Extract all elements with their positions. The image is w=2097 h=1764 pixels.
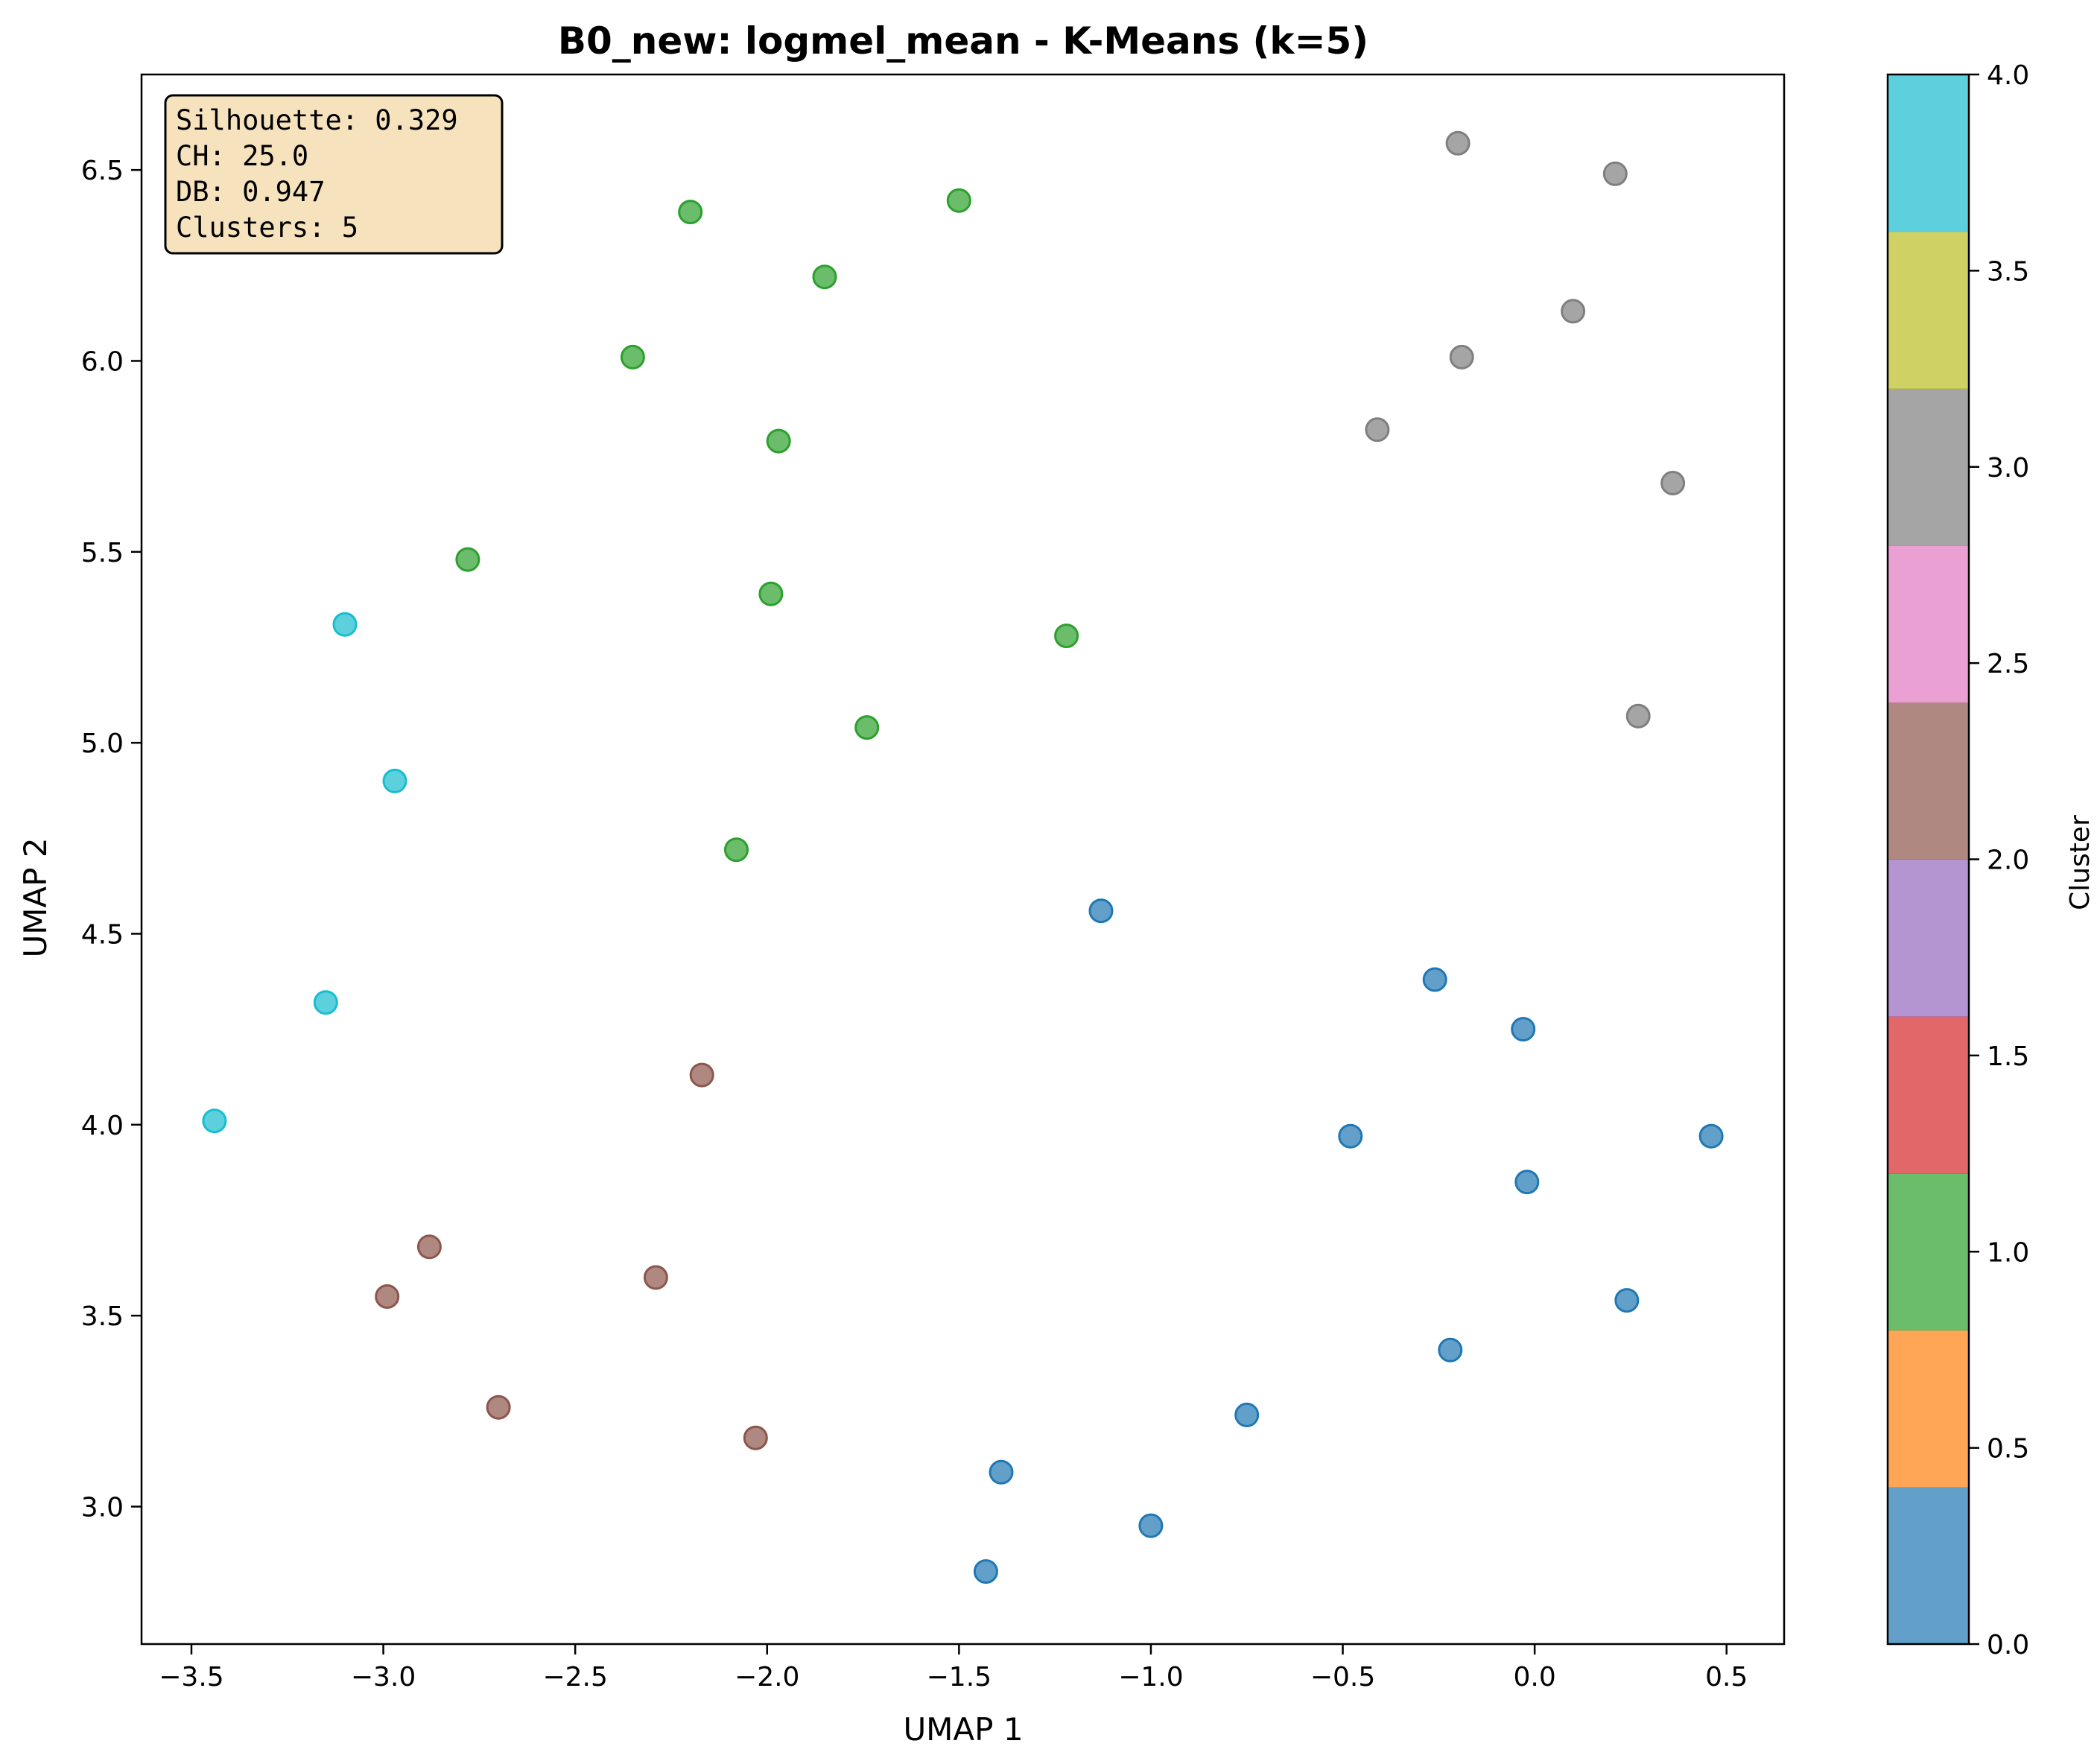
data-point	[1422, 967, 1447, 992]
data-point	[1449, 344, 1474, 369]
x-tick-label: −1.5	[927, 1662, 992, 1692]
data-point	[678, 200, 703, 225]
data-point	[1138, 1513, 1164, 1538]
colorbar-segment	[1888, 1173, 1969, 1331]
stats-box-background	[164, 94, 504, 255]
colorbar-tick-label: 1.5	[1987, 1041, 2029, 1072]
data-point	[486, 1395, 511, 1420]
data-point	[973, 1559, 998, 1584]
chart-title: B0_new: logmel_mean - K-Means (k=5)	[558, 19, 1368, 63]
data-point	[724, 837, 749, 863]
colorbar-tick-label: 0.5	[1987, 1434, 2029, 1465]
data-point	[766, 428, 791, 454]
x-tick-label: −1.0	[1118, 1662, 1183, 1692]
data-points	[202, 130, 1724, 1584]
data-point	[758, 581, 784, 606]
y-tick-label: 4.5	[81, 919, 124, 950]
data-point	[643, 1265, 668, 1290]
colorbar-tick-label: 3.5	[1987, 256, 2029, 287]
data-point	[332, 612, 358, 637]
y-tick-label: 3.5	[81, 1301, 124, 1332]
x-axis-label: UMAP 1	[903, 1711, 1023, 1748]
x-tick-label: 0.0	[1513, 1662, 1555, 1692]
x-tick-label: −3.5	[159, 1662, 223, 1692]
data-point	[1088, 898, 1114, 924]
y-tick-label: 6.0	[81, 346, 124, 377]
y-axis: 3.0 3.5 4.0 4.5 5.0 5.5 6.0 6.5	[81, 156, 142, 1523]
colorbar-segment	[1888, 545, 1969, 703]
data-point	[1698, 1123, 1724, 1149]
colorbar-tick-label: 1.0	[1987, 1237, 2029, 1268]
data-point	[1054, 624, 1079, 649]
data-point	[1561, 299, 1586, 324]
colorbar-segment	[1888, 859, 1969, 1017]
data-point	[743, 1425, 768, 1450]
y-tick-label: 5.5	[81, 538, 124, 568]
colorbar-segment	[1888, 1016, 1969, 1174]
y-tick-label: 3.0	[81, 1492, 124, 1523]
x-tick-label: −3.0	[351, 1662, 416, 1692]
colorbar-label: Cluster	[2065, 815, 2096, 910]
data-point	[989, 1459, 1014, 1485]
data-point	[382, 768, 407, 793]
plot-area	[140, 73, 1786, 1646]
data-point	[1338, 1123, 1363, 1149]
data-point	[946, 188, 971, 213]
stats-ch: CH: 25.0	[176, 140, 308, 172]
data-point	[1511, 1017, 1536, 1042]
data-point	[620, 344, 645, 369]
data-point	[854, 715, 880, 740]
y-axis-label: UMAP 2	[17, 837, 54, 957]
x-tick-label: 0.5	[1705, 1662, 1748, 1692]
x-axis: −3.5 −3.0 −2.5 −2.0 −1.5 −1.0 −0.5 0.0 0.5	[159, 1644, 1748, 1692]
colorbar: 0.0 0.5 1.0 1.5 2.0 2.5 3.0 3.5 4.0	[1886, 60, 2029, 1660]
data-point	[1660, 471, 1686, 495]
data-point	[202, 1108, 227, 1134]
plot-frame	[140, 73, 1786, 1646]
colorbar-segment	[1888, 74, 1969, 232]
data-point	[1365, 417, 1390, 442]
x-tick-label: −2.0	[735, 1662, 799, 1692]
plot-background	[142, 74, 1784, 1644]
data-point	[1445, 130, 1471, 156]
data-point	[1438, 1337, 1463, 1362]
colorbar-tick-label: 2.0	[1987, 845, 2029, 876]
data-point	[375, 1284, 400, 1309]
stats-box: Silhouette: 0.329 CH: 25.0 DB: 0.947 Clu…	[164, 94, 504, 255]
y-tick-label: 6.5	[81, 156, 124, 186]
stats-silhouette: Silhouette: 0.329	[176, 104, 458, 136]
y-tick-label: 4.0	[81, 1111, 124, 1141]
data-point	[416, 1234, 442, 1260]
x-tick-label: −0.5	[1310, 1662, 1375, 1692]
data-point	[812, 264, 837, 290]
data-point	[313, 990, 338, 1015]
colorbar-segment	[1888, 1487, 1969, 1645]
data-point	[1234, 1402, 1260, 1427]
colorbar-segment	[1888, 702, 1969, 860]
stats-clusters: Clusters: 5	[176, 212, 358, 244]
data-point	[1602, 161, 1628, 186]
x-tick-label: −2.5	[542, 1662, 607, 1692]
colorbar-tick-label: 4.0	[1987, 60, 2029, 91]
y-tick-label: 5.0	[81, 729, 124, 759]
data-point	[1514, 1170, 1540, 1195]
colorbar-segment	[1888, 388, 1969, 546]
data-point	[455, 547, 480, 572]
colorbar-tick-label: 2.5	[1987, 649, 2029, 679]
colorbar-segment	[1888, 231, 1969, 389]
data-point	[1614, 1288, 1640, 1313]
stats-db: DB: 0.947	[176, 176, 325, 208]
data-point	[1625, 703, 1651, 729]
colorbar-tick-label: 0.0	[1987, 1630, 2029, 1660]
colorbar-segment	[1888, 1330, 1969, 1488]
colorbar-tick-label: 3.0	[1987, 453, 2029, 483]
data-point	[689, 1062, 714, 1088]
